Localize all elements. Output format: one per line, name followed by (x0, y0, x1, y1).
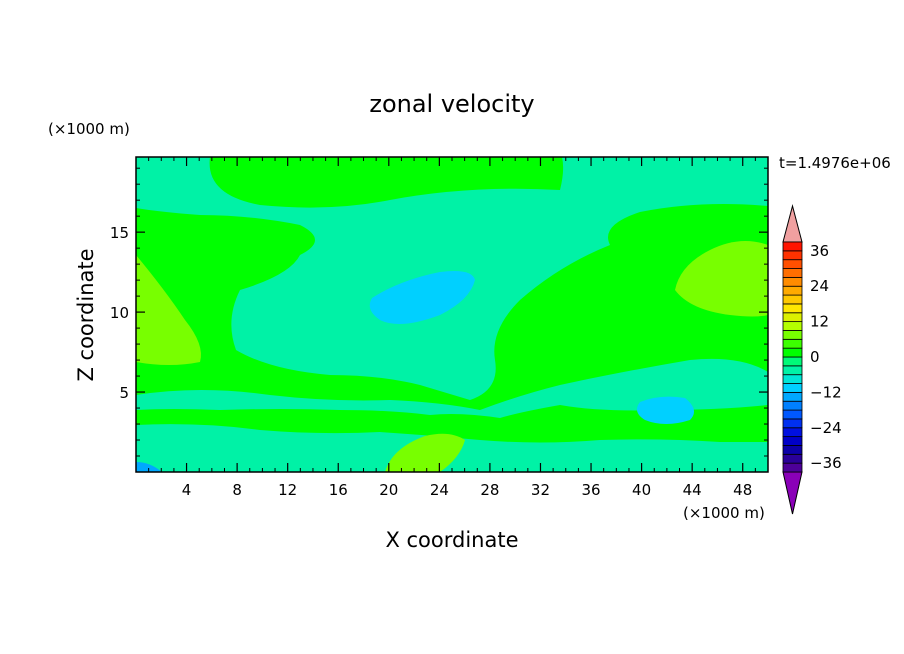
x-tick-label: 8 (232, 481, 242, 499)
y-tick-label: 5 (119, 384, 129, 402)
colorbar-bin (782, 374, 803, 384)
colorbar-tick-label: 0 (810, 348, 820, 366)
colorbar-bin (782, 276, 803, 287)
colorbar-extend-max (782, 204, 803, 243)
x-tick-label: 40 (632, 481, 651, 499)
colorbar-bin (782, 330, 803, 340)
region-mid-band (136, 358, 768, 418)
colorbar-tick-label: −24 (810, 419, 842, 437)
colorbar-bin (782, 453, 803, 464)
colorbar: 36 24 12 0 −12 −24 −36 (782, 204, 842, 515)
y-tick-label: 15 (110, 224, 129, 242)
colorbar-bin (782, 418, 803, 429)
colorbar-bin (782, 462, 803, 473)
colorbar-bin (782, 436, 803, 446)
colorbar-tick-label: 24 (810, 277, 829, 295)
colorbar-bin (782, 365, 803, 376)
colorbar-bin (782, 259, 803, 269)
colorbar-bin (782, 347, 803, 358)
colorbar-bin (782, 294, 803, 305)
region-right-lobe (675, 241, 768, 317)
x-tick-label: 36 (581, 481, 600, 499)
colorbar-bin (782, 427, 803, 438)
colorbar-bin (782, 400, 803, 411)
colorbar-bin (782, 285, 803, 296)
x-tick-label: 12 (278, 481, 297, 499)
x-tick-label: 20 (379, 481, 398, 499)
x-tick-label: 16 (329, 481, 348, 499)
colorbar-tick-label: 12 (810, 313, 829, 331)
colorbar-bin (782, 241, 803, 252)
x-axis: 4 8 12 16 20 24 28 32 36 40 44 48 (148, 157, 756, 499)
contour-field (136, 157, 768, 472)
chart-title: zonal velocity (369, 90, 534, 118)
y-tick-label: 10 (110, 304, 129, 322)
colorbar-tick-label: −12 (810, 383, 842, 401)
colorbar-bin (782, 303, 803, 314)
x-tick-label: 32 (531, 481, 550, 499)
colorbar-bin (782, 356, 803, 367)
colorbar-bin (782, 391, 803, 402)
colorbar-bin (782, 338, 803, 349)
colorbar-bin (782, 383, 803, 393)
colorbar-bin (782, 312, 803, 323)
colorbar-bin (782, 268, 803, 278)
colorbar-tick-label: 36 (810, 242, 829, 260)
time-label: t=1.4976e+06 (779, 154, 891, 172)
x-tick-label: 44 (683, 481, 702, 499)
x-axis-label: X coordinate (385, 528, 518, 552)
y-axis: 5 10 15 (110, 167, 768, 457)
y-unit-label: (×1000 m) (48, 120, 130, 138)
region-corner-negative (136, 462, 162, 472)
colorbar-bin (782, 321, 803, 331)
x-tick-label: 28 (480, 481, 499, 499)
region-surface-positive (385, 433, 465, 472)
colorbar-bin (782, 445, 803, 455)
x-tick-label: 4 (182, 481, 192, 499)
colorbar-tick-label: −36 (810, 454, 842, 472)
x-tick-label: 48 (733, 481, 752, 499)
y-axis-label: Z coordinate (74, 248, 98, 381)
x-tick-label: 24 (430, 481, 449, 499)
colorbar-extend-min (782, 471, 803, 515)
region-left-lobe (136, 255, 201, 365)
region-mid-core (369, 271, 475, 324)
colorbar-bin (782, 250, 803, 261)
region-low-core (636, 396, 694, 424)
x-unit-label: (×1000 m) (683, 504, 765, 522)
colorbar-bin (782, 409, 803, 420)
